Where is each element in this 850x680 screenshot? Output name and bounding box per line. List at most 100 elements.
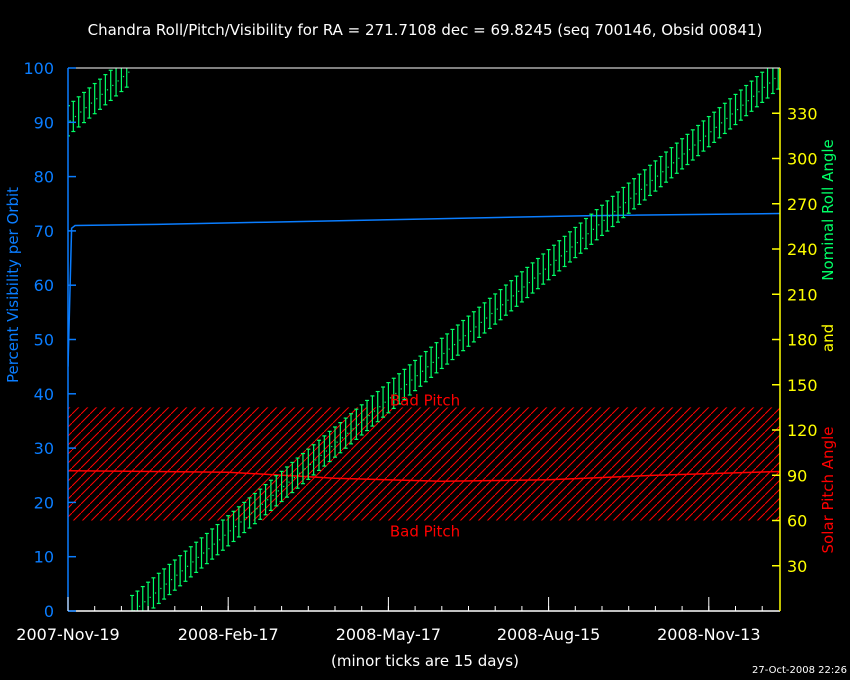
roll-point <box>523 286 525 288</box>
y-tick-label-right: 30 <box>787 557 807 576</box>
roll-point <box>181 570 183 572</box>
roll-errorbar <box>461 319 466 352</box>
y-tick-label-right: 120 <box>787 421 818 440</box>
roll-point <box>80 111 82 113</box>
roll-errorbar <box>434 342 440 374</box>
roll-errorbar <box>98 78 103 110</box>
roll-point <box>624 202 627 204</box>
roll-errorbar <box>172 559 178 591</box>
roll-errorbar <box>680 138 685 170</box>
roll-point <box>528 281 530 284</box>
roll-errorbar <box>236 506 242 538</box>
roll-errorbar <box>354 408 360 440</box>
y-tick-label-left: 100 <box>23 59 54 78</box>
roll-point <box>160 587 162 590</box>
roll-point <box>720 122 723 124</box>
roll-point <box>267 499 269 501</box>
roll-point <box>192 561 194 563</box>
roll-point <box>640 188 643 190</box>
roll-errorbar <box>140 585 146 611</box>
roll-point <box>373 410 376 412</box>
roll-point <box>400 388 402 390</box>
roll-point <box>117 80 119 82</box>
roll-errorbar <box>466 315 472 347</box>
roll-point <box>688 148 691 151</box>
roll-point <box>69 120 71 122</box>
roll-errorbar <box>199 537 205 569</box>
x-tick-label: 2008-May-17 <box>336 625 441 644</box>
roll-point <box>389 397 392 399</box>
roll-errorbar <box>712 111 717 143</box>
roll-errorbar <box>290 461 295 494</box>
y-tick-label-right: 270 <box>787 195 818 214</box>
y-axis-label-right-and: and <box>819 324 837 352</box>
roll-errorbar <box>546 249 552 281</box>
roll-errorbar <box>541 253 546 285</box>
roll-point <box>208 548 210 550</box>
roll-point <box>368 415 370 417</box>
roll-errorbar <box>717 107 723 139</box>
roll-errorbar <box>642 169 648 201</box>
roll-point <box>619 206 621 208</box>
y-axis-label-left: Percent Visibility per Orbit <box>4 187 22 383</box>
roll-errorbar <box>637 173 643 205</box>
roll-point <box>491 312 493 315</box>
roll-point <box>656 175 659 177</box>
roll-point <box>699 140 701 142</box>
roll-point <box>453 343 456 346</box>
roll-point <box>261 503 263 505</box>
roll-errorbar <box>119 68 125 93</box>
roll-point <box>245 516 247 519</box>
roll-errorbar <box>365 399 370 432</box>
y-tick-label-right: 210 <box>787 285 818 304</box>
roll-point <box>309 463 311 465</box>
roll-point <box>293 477 295 479</box>
timestamp: 27-Oct-2008 22:26 <box>752 665 847 676</box>
roll-errorbar <box>439 337 445 370</box>
roll-errorbar <box>327 430 333 463</box>
roll-errorbar <box>226 515 231 547</box>
roll-errorbar <box>375 390 381 423</box>
roll-point <box>443 352 445 355</box>
roll-point <box>507 299 509 301</box>
y-tick-label-right: 150 <box>787 376 818 395</box>
roll-errorbar <box>167 563 173 596</box>
roll-point <box>112 84 114 87</box>
roll-point <box>341 437 344 439</box>
roll-point <box>731 113 733 115</box>
roll-point <box>753 95 755 97</box>
roll-errorbar <box>674 142 680 174</box>
chart-title: Chandra Roll/Pitch/Visibility for RA = 2… <box>88 21 763 39</box>
y-tick-label-left: 20 <box>34 493 54 512</box>
roll-errorbar <box>306 448 311 480</box>
roll-errorbar <box>423 350 429 383</box>
roll-point <box>694 144 696 146</box>
roll-errorbar <box>103 74 109 106</box>
roll-errorbar <box>76 96 82 128</box>
roll-point <box>480 321 482 324</box>
roll-point <box>416 375 418 377</box>
roll-errorbar <box>733 93 739 126</box>
roll-point <box>774 77 776 80</box>
roll-point <box>592 228 595 230</box>
roll-errorbar <box>114 68 119 97</box>
roll-errorbar <box>231 510 237 543</box>
roll-errorbar <box>749 80 755 112</box>
roll-point <box>550 264 552 266</box>
roll-errorbar <box>600 204 605 237</box>
roll-errorbar <box>503 284 509 316</box>
roll-point <box>149 596 151 598</box>
roll-point <box>379 406 381 408</box>
roll-errorbar <box>381 386 386 418</box>
roll-errorbar <box>349 413 354 445</box>
y-tick-label-right: 240 <box>787 240 818 259</box>
roll-errorbar <box>685 133 691 166</box>
roll-point <box>769 82 771 84</box>
roll-errorbar <box>578 222 584 254</box>
roll-point <box>539 273 541 275</box>
roll-errorbar <box>738 89 744 121</box>
roll-errorbar <box>397 373 402 405</box>
roll-errorbar <box>754 75 760 108</box>
roll-point <box>464 335 466 337</box>
roll-point <box>251 512 253 514</box>
